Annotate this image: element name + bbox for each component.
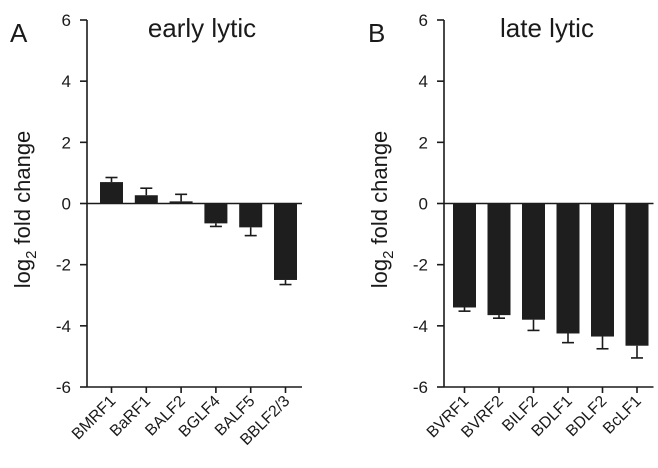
bar <box>556 203 580 334</box>
y-tick-label: -4 <box>413 317 428 336</box>
y-tick-label: 0 <box>62 195 71 214</box>
bar <box>169 201 193 204</box>
panel-letter: B <box>368 18 385 48</box>
y-tick-label: 6 <box>419 11 428 30</box>
y-axis-label: log2 fold change <box>10 131 40 289</box>
bar <box>591 203 614 337</box>
y-tick-label: 0 <box>419 195 428 214</box>
y-tick-label: -4 <box>56 317 71 336</box>
y-tick-label: 4 <box>62 72 71 91</box>
y-tick-label: 6 <box>62 11 71 30</box>
y-axis-label: log2 fold change <box>367 131 397 289</box>
y-tick-label: -2 <box>413 256 428 275</box>
y-tick-label: 4 <box>419 72 428 91</box>
x-tick-label: BcLF1 <box>600 393 645 438</box>
y-tick-label: 2 <box>419 133 428 152</box>
bar <box>487 203 511 316</box>
bar <box>453 203 476 308</box>
bar <box>100 182 123 204</box>
y-tick-label: -2 <box>56 256 71 275</box>
panel-letter: A <box>10 18 28 48</box>
chart-title: early lytic <box>148 13 256 43</box>
bar <box>204 203 228 224</box>
x-tick-label: BMRF1 <box>69 393 119 443</box>
bar <box>239 203 263 228</box>
y-tick-label: -6 <box>56 378 71 397</box>
bar <box>625 203 649 346</box>
y-tick-label: 2 <box>62 133 71 152</box>
y-tick-label: -6 <box>413 378 428 397</box>
bar <box>134 195 158 204</box>
bar <box>274 203 297 280</box>
bar <box>522 203 545 320</box>
chart-title: late lytic <box>500 13 594 43</box>
